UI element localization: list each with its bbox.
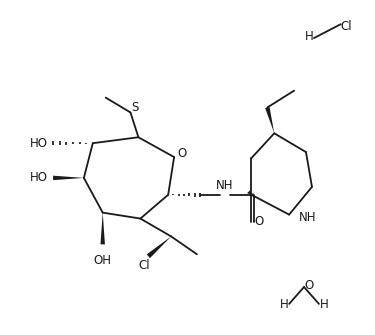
Text: H: H <box>304 29 313 43</box>
Polygon shape <box>252 193 254 197</box>
Polygon shape <box>247 190 252 195</box>
Polygon shape <box>147 237 171 258</box>
Text: OH: OH <box>94 254 112 267</box>
Text: O: O <box>255 215 264 228</box>
Text: O: O <box>177 147 187 159</box>
Polygon shape <box>265 107 274 133</box>
Text: H: H <box>280 298 289 311</box>
Text: Cl: Cl <box>138 259 150 272</box>
Text: S: S <box>132 101 139 114</box>
Polygon shape <box>100 213 105 244</box>
Text: HO: HO <box>30 172 48 184</box>
Polygon shape <box>53 176 84 180</box>
Text: NH: NH <box>216 179 234 192</box>
Text: NH: NH <box>299 211 316 224</box>
Text: O: O <box>304 278 313 291</box>
Text: Cl: Cl <box>341 20 352 33</box>
Text: HO: HO <box>30 137 48 150</box>
Text: H: H <box>320 298 328 311</box>
